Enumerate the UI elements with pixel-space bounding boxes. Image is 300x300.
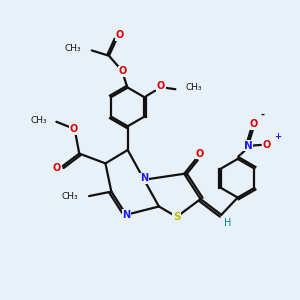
- Text: N: N: [244, 140, 253, 151]
- Text: +: +: [274, 132, 281, 141]
- Text: O: O: [263, 140, 271, 150]
- Text: O: O: [70, 124, 78, 134]
- Text: CH₃: CH₃: [61, 192, 78, 201]
- Text: S: S: [173, 212, 181, 222]
- Text: CH₃: CH₃: [65, 44, 81, 53]
- Text: H: H: [224, 218, 232, 228]
- Text: O: O: [115, 30, 124, 40]
- Text: N: N: [140, 173, 148, 183]
- Text: CH₃: CH₃: [31, 116, 47, 125]
- Text: O: O: [118, 66, 127, 76]
- Text: CH₃: CH₃: [186, 83, 202, 92]
- Text: O: O: [249, 119, 258, 129]
- Text: O: O: [53, 163, 61, 173]
- Text: O: O: [196, 148, 204, 159]
- Text: -: -: [261, 110, 265, 120]
- Text: N: N: [122, 210, 130, 220]
- Text: O: O: [157, 81, 165, 91]
